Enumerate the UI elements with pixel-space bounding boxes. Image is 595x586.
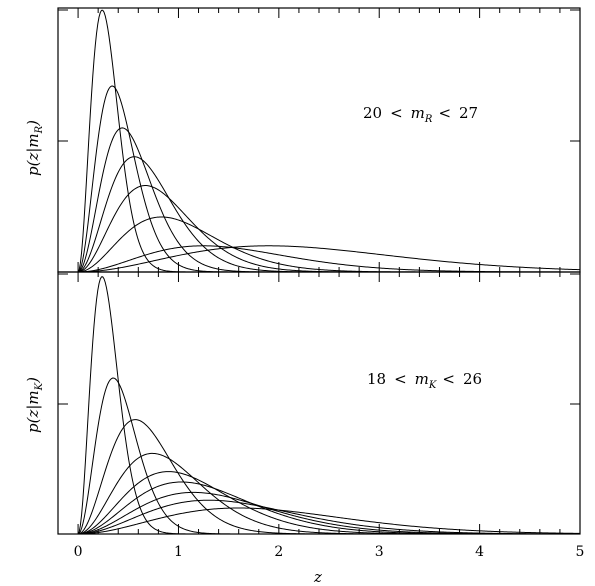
x-tick-label: 3	[375, 544, 384, 560]
top-panel: p(z|mR) 20 < mR <27	[24, 7, 581, 273]
bottom-curves	[77, 276, 581, 535]
top-series-8-line	[78, 245, 581, 273]
top-series-3-line	[77, 127, 580, 273]
bottom-series-5-line	[78, 471, 580, 535]
top-series-4-line	[78, 156, 580, 273]
top-ticks	[57, 8, 581, 273]
top-annotation: 20 < mR <27	[363, 104, 478, 125]
x-tick-label: 5	[576, 544, 585, 560]
bottom-series-9-line	[78, 507, 581, 535]
x-tick-label: 0	[74, 544, 83, 560]
x-axis-label: z	[313, 568, 322, 586]
bottom-series-8-line	[78, 499, 580, 535]
x-tick-labels: 0 1 2 3 4 5	[74, 544, 585, 560]
x-tick-label: 2	[274, 544, 283, 560]
x-tick-label: 4	[475, 544, 484, 560]
x-tick-label: 1	[174, 544, 183, 560]
bottom-series-1-line	[77, 276, 580, 535]
top-series-6-line	[78, 216, 580, 273]
bottom-ylabel: p(z|mK)	[24, 377, 45, 433]
top-ylabel: p(z|mR)	[24, 120, 45, 176]
bottom-ticks	[57, 272, 581, 535]
bottom-series-6-line	[78, 481, 580, 535]
top-series-1-line	[77, 9, 580, 273]
bottom-annotation: 18 < mK <26	[367, 370, 482, 391]
top-curves	[77, 9, 581, 273]
bottom-panel: 0 1 2 3 4 5 p(z|mK) 18 < mK <26 z	[24, 271, 585, 586]
top-series-2-line	[77, 85, 580, 273]
bottom-series-3-line	[78, 419, 580, 535]
top-series-7-line	[78, 245, 580, 273]
